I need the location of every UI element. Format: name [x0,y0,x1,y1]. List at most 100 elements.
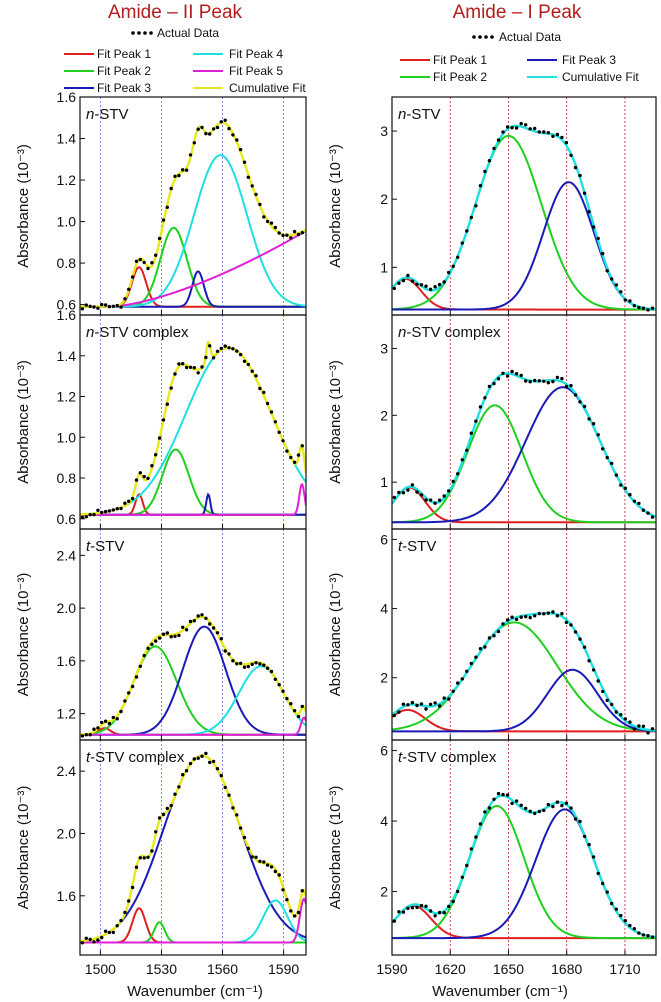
data-point [262,860,266,864]
data-point [223,785,227,790]
data-point [528,380,532,384]
data-point [250,184,254,188]
data-point [610,901,614,906]
data-point [496,629,501,634]
chart-panel-amide-ii-4: 1.6 2.0 2.4 Absorbance (10⁻³) t-STV complex [15,739,307,956]
data-point [401,491,406,495]
data-point [605,269,609,273]
data-point [254,855,258,859]
data-point [103,929,108,933]
data-point [505,125,510,129]
data-point [130,275,135,279]
data-point [296,910,301,915]
data-point [424,707,428,711]
data-point [456,889,460,894]
panel-label: n-STV [398,106,441,123]
data-point [596,871,600,876]
panel-label-rest: -STV complex [90,749,185,766]
data-point [628,493,632,497]
data-point [614,710,618,714]
fit-line-fit-peak-5 [80,482,306,516]
data-point [487,384,492,389]
curve-group [80,751,306,945]
data-point [235,813,239,817]
data-point [605,698,609,702]
legend-amide-ii: Actual Data Fit Peak 1 Fit Peak 2 Fit Pe… [64,26,306,95]
data-point [637,724,641,728]
data-point [428,909,433,913]
data-point [433,501,437,505]
chart-panel-amide-i-3: 2 4 6 Absorbance (10⁻³) t-STV [327,528,657,741]
data-point [258,859,262,863]
data-point [289,236,293,240]
data-point [533,811,537,816]
data-point [127,899,131,903]
data-point [528,615,532,620]
data-point [211,626,216,630]
data-point [238,661,243,665]
data-point [628,923,632,928]
data-point [451,689,455,693]
data-point [169,386,173,390]
data-point [115,303,119,308]
x-tick-label: 1590 [268,961,299,977]
curve-group [80,340,306,519]
data-point [646,731,650,735]
data-point [474,835,478,839]
panel-label-italic: n [86,324,94,341]
data-point [165,402,169,406]
data-point [127,691,131,695]
data-point [460,241,464,245]
data-point [573,393,578,397]
data-point [134,865,139,869]
data-point [433,701,437,705]
data-point [246,175,250,179]
panel-label-italic: t [86,749,91,766]
y-tick-label: 0.6 [57,511,77,527]
data-point [569,806,573,810]
data-point [564,140,569,145]
data-point [428,498,433,502]
data-point [289,909,293,913]
data-point [258,202,262,207]
data-point [537,611,541,616]
data-point [542,612,546,616]
data-point [242,665,247,669]
x-tick-label: 1680 [551,961,582,977]
data-point [223,649,227,653]
data-point [277,683,281,687]
data-point [277,873,281,877]
data-point [181,625,185,629]
data-point [188,365,193,369]
panel-frame [79,528,307,741]
data-point [134,259,139,263]
data-point [582,191,587,195]
data-point [157,816,162,820]
data-point [292,229,297,234]
data-point [150,642,154,646]
data-point [250,662,254,667]
y-tick-label: 2 [380,191,388,207]
data-point [465,448,469,452]
data-point [269,410,274,414]
data-point [542,379,546,383]
panel-label: n-STV complex [86,324,189,341]
data-point [246,362,250,367]
legend-label: Fit Peak 2 [433,70,487,84]
data-point [614,473,618,477]
data-point [392,919,396,923]
data-point [130,684,135,689]
data-point [165,631,169,635]
x-axis-title-amide-ii: Wavenumber (cm⁻¹) [127,983,263,1000]
data-point [487,636,492,640]
panel-label-rest: -STV [406,106,440,123]
data-point [537,809,541,814]
data-point [130,885,135,890]
data-point [591,422,596,426]
data-point [157,236,162,241]
data-point [524,123,528,127]
data-point [181,168,185,172]
fit-line-fit-peak-2 [392,404,656,524]
data-point [392,286,396,291]
data-point [92,727,96,731]
